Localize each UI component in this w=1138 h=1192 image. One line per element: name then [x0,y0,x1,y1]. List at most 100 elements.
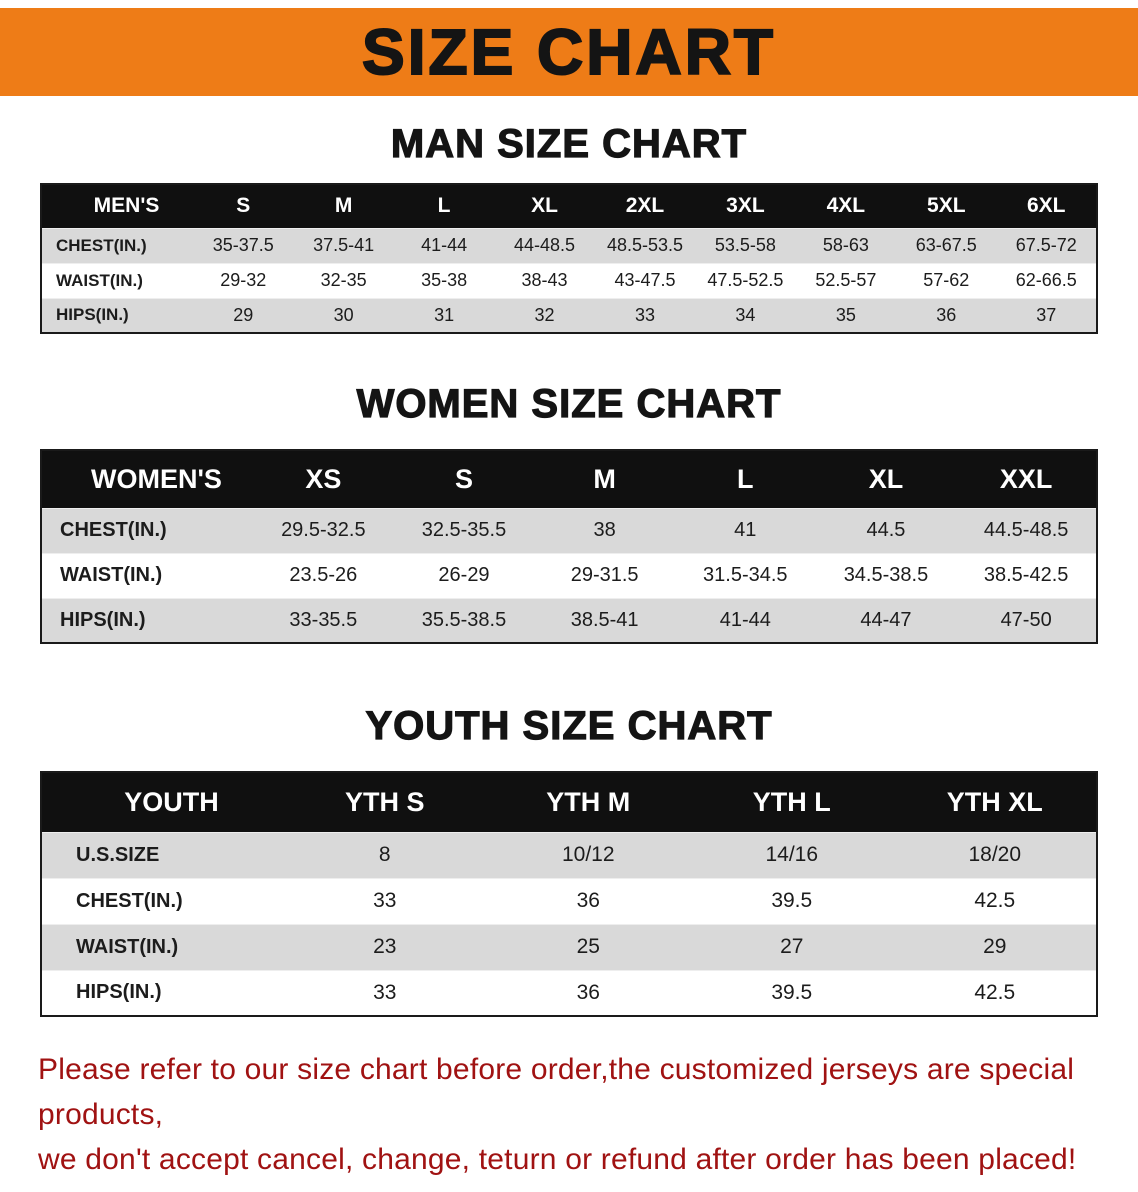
size-value-cell: 29-31.5 [534,552,675,598]
size-column-header: L [393,184,495,228]
size-value-cell: 35 [795,297,897,333]
size-value-cell: 32 [494,297,595,333]
table-header-row: MEN'S S M L XL 2XL 3XL 4XL 5XL 6XL [41,184,1097,228]
size-value-cell: 31.5-34.5 [674,552,816,598]
size-value-cell: 58-63 [795,227,897,263]
measurement-row-label: U.S.SIZE [41,831,283,878]
size-value-cell: 25 [486,923,690,970]
size-column-header: L [674,450,816,508]
measurement-row-label: HIPS(IN.) [41,969,283,1016]
youth-section-title: YOUTH SIZE CHART [365,703,773,748]
size-value-cell: 53.5-58 [695,227,796,263]
size-value-cell: 29.5-32.5 [253,507,394,553]
size-value-cell: 33-35.5 [253,597,394,643]
size-value-cell: 37.5-41 [293,227,394,263]
size-value-cell: 18/20 [893,831,1097,878]
banner: SIZE CHART [0,8,1138,96]
size-value-cell: 35-37.5 [193,227,294,263]
size-value-cell: 67.5-72 [996,227,1097,263]
size-value-cell: 37 [996,297,1097,333]
size-column-header: YTH L [690,772,894,832]
size-column-header: 3XL [695,184,796,228]
size-value-cell: 39.5 [690,969,894,1016]
size-value-cell: 48.5-53.5 [594,227,696,263]
size-value-cell: 34 [695,297,796,333]
footer-disclaimer-line: Please refer to our size chart before or… [38,1053,1075,1131]
size-value-cell: 41-44 [393,227,495,263]
table-row: HIPS(IN.) 33 36 39.5 42.5 [41,969,1097,1016]
size-column-header: XL [815,450,957,508]
size-value-cell: 23.5-26 [253,552,394,598]
size-value-cell: 41 [674,507,816,553]
table-corner-label: YOUTH [41,772,283,832]
women-size-table: WOMEN'S XS S M L XL XXL CHEST(IN.) 29.5-32.5 32.5… [40,449,1098,644]
measurement-row-label: WAIST(IN.) [41,552,253,598]
page-title: SIZE CHART [361,15,776,89]
size-value-cell: 32.5-35.5 [393,507,535,553]
size-value-cell: 26-29 [393,552,535,598]
size-value-cell: 33 [283,877,487,924]
table-row: HIPS(IN.) 33-35.5 35.5-38.5 38.5-41 41-44 44-… [41,597,1097,643]
size-column-header: S [393,450,535,508]
section-youth-size-chart: YOUTH SIZE CHART YOUTH YTH S YTH M YTH L YTH… [0,703,1138,1017]
size-value-cell: 36 [486,969,690,1016]
size-column-header: XL [494,184,595,228]
measurement-row-label: CHEST(IN.) [41,507,253,553]
size-value-cell: 39.5 [690,877,894,924]
men-section-title: MAN SIZE CHART [390,121,748,166]
size-value-cell: 27 [690,923,894,970]
size-value-cell: 47.5-52.5 [695,262,796,298]
size-value-cell: 14/16 [690,831,894,878]
women-section-title: WOMEN SIZE CHART [356,381,782,426]
size-value-cell: 44.5-48.5 [956,507,1097,553]
table-corner-label: WOMEN'S [41,450,253,508]
size-value-cell: 43-47.5 [594,262,696,298]
size-value-cell: 57-62 [896,262,997,298]
size-value-cell: 32-35 [293,262,394,298]
size-value-cell: 29 [193,297,294,333]
size-value-cell: 62-66.5 [996,262,1097,298]
men-size-table: MEN'S S M L XL 2XL 3XL 4XL 5XL 6XL CHEST(IN.) 35-37… [40,183,1098,334]
size-value-cell: 38.5-41 [534,597,675,643]
size-value-cell: 44-48.5 [494,227,595,263]
measurement-row-label: WAIST(IN.) [41,923,283,970]
size-value-cell: 8 [283,831,487,878]
size-column-header: YTH XL [893,772,1097,832]
size-value-cell: 36 [486,877,690,924]
section-men-size-chart: MAN SIZE CHART MEN'S S M L XL 2XL 3XL 4XL 5XL 6XL… [0,121,1138,334]
measurement-row-label: CHEST(IN.) [41,877,283,924]
size-column-header: 5XL [896,184,997,228]
size-value-cell: 42.5 [893,877,1097,924]
size-column-header: 2XL [594,184,696,228]
size-value-cell: 38 [534,507,675,553]
size-column-header: M [534,450,675,508]
table-row: CHEST(IN.) 35-37.5 37.5-41 41-44 44-48.5 48.5… [41,227,1097,263]
measurement-row-label: WAIST(IN.) [41,262,193,298]
measurement-row-label: CHEST(IN.) [41,227,193,263]
table-row: WAIST(IN.) 23 25 27 29 [41,923,1097,970]
size-value-cell: 29 [893,923,1097,970]
table-corner-label: MEN'S [41,184,193,228]
size-value-cell: 36 [896,297,997,333]
measurement-row-label: HIPS(IN.) [41,297,193,333]
size-value-cell: 35.5-38.5 [393,597,535,643]
table-row: CHEST(IN.) 29.5-32.5 32.5-35.5 38 41 44.5 44.5… [41,507,1097,553]
size-value-cell: 41-44 [674,597,816,643]
size-column-header: 6XL [996,184,1097,228]
size-value-cell: 29-32 [193,262,294,298]
size-value-cell: 34.5-38.5 [815,552,957,598]
size-value-cell: 30 [293,297,394,333]
size-value-cell: 42.5 [893,969,1097,1016]
size-column-header: M [293,184,394,228]
table-row: WAIST(IN.) 23.5-26 26-29 29-31.5 31.5-34.5 34… [41,552,1097,598]
size-value-cell: 35-38 [393,262,495,298]
table-header-row: YOUTH YTH S YTH M YTH L YTH XL [41,772,1097,832]
size-value-cell: 10/12 [486,831,690,878]
size-column-header: 4XL [795,184,897,228]
size-column-header: YTH M [486,772,690,832]
size-value-cell: 38-43 [494,262,595,298]
section-women-size-chart: WOMEN SIZE CHART WOMEN'S XS S M L XL XXL CHEST(… [0,381,1138,644]
size-value-cell: 23 [283,923,487,970]
table-row: HIPS(IN.) 29 30 31 32 33 34 35 36 37 [41,297,1097,333]
size-value-cell: 44.5 [815,507,957,553]
